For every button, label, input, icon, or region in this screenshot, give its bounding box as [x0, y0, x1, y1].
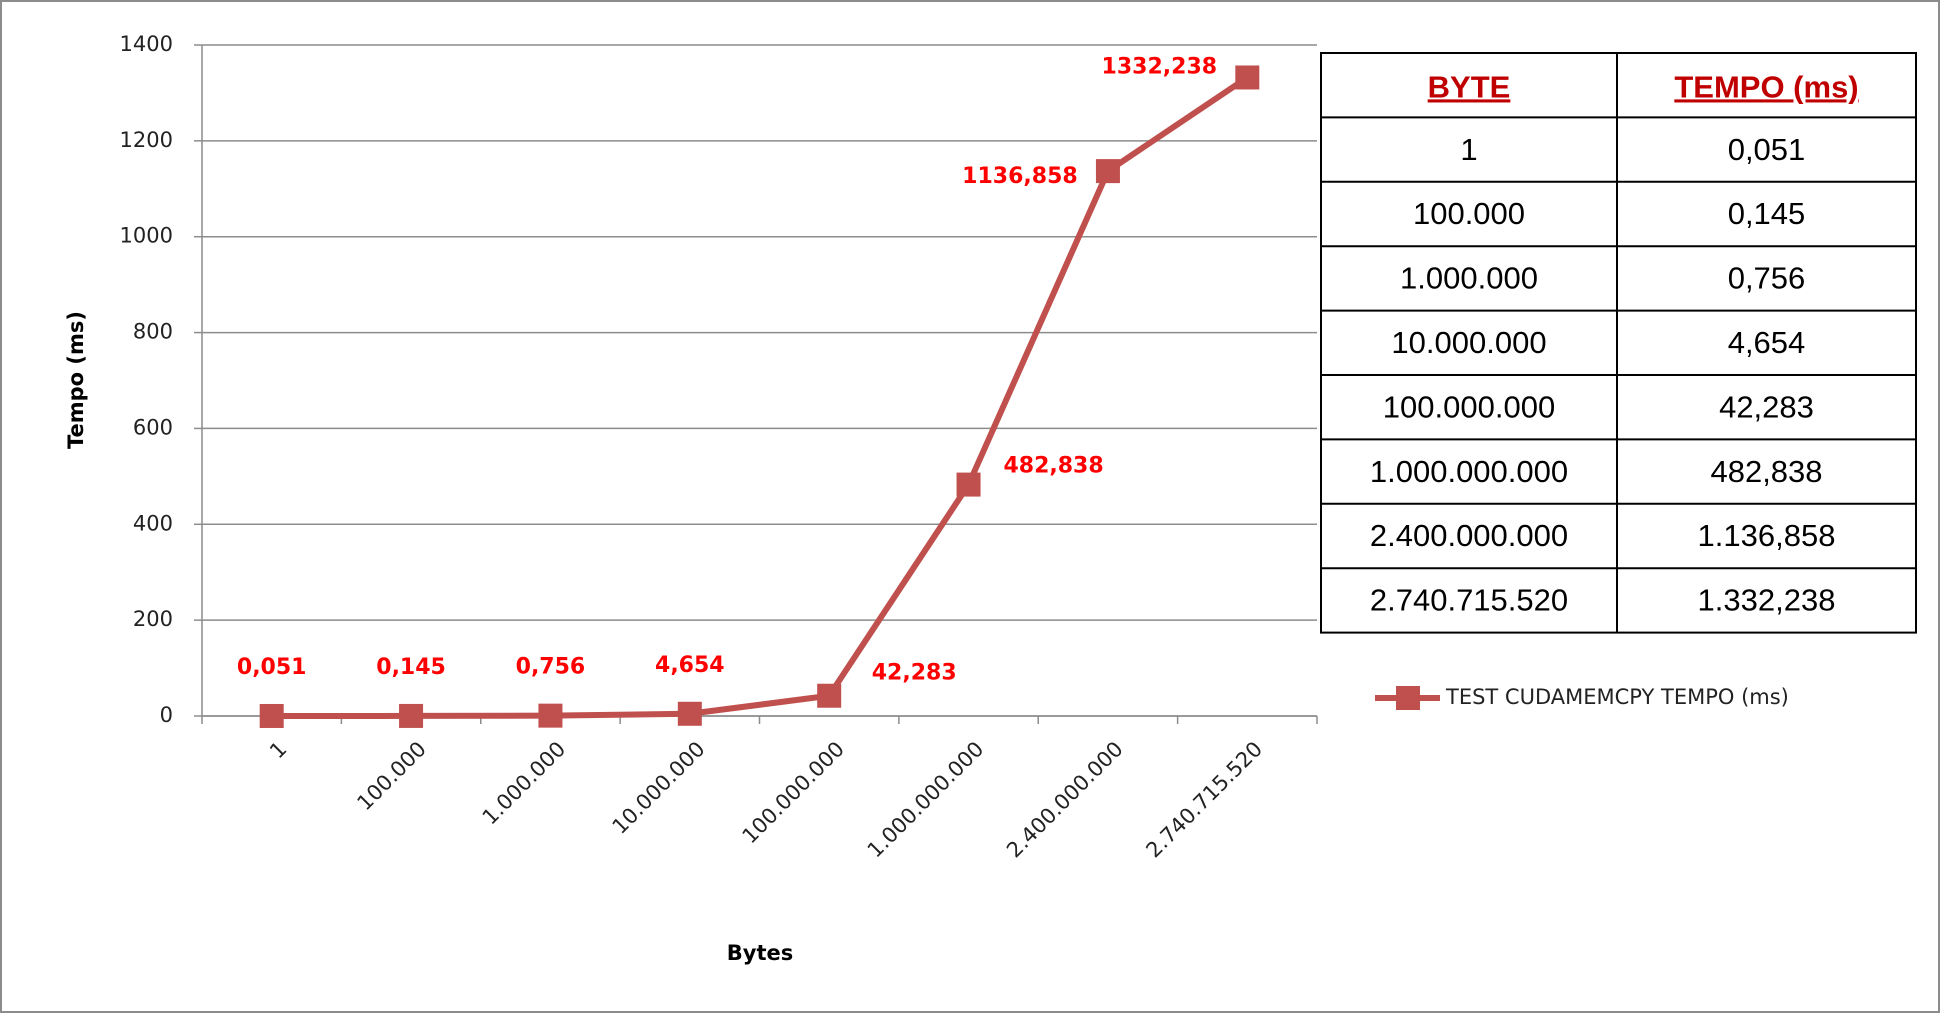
table-cell: 2.740.715.520: [1370, 583, 1568, 618]
table-header: BYTE: [1428, 69, 1511, 104]
data-label: 42,283: [872, 661, 957, 686]
table-cell: 0,051: [1728, 132, 1806, 167]
data-label: 4,654: [655, 653, 725, 678]
table-cell: 100.000: [1413, 196, 1525, 231]
x-axis-title: Bytes: [727, 941, 793, 965]
table-cell: 0,145: [1728, 196, 1806, 231]
y-tick-label: 400: [133, 511, 173, 535]
marker: [677, 701, 702, 726]
table-cell: 0,756: [1728, 261, 1806, 296]
data-label: 1136,858: [962, 164, 1078, 189]
table-cell: 4,654: [1728, 325, 1806, 360]
legend-marker: [1396, 686, 1420, 710]
marker: [399, 703, 424, 728]
y-tick-label: 200: [133, 607, 173, 631]
table-cell: 482,838: [1710, 454, 1822, 489]
table-bg: [1320, 52, 1917, 634]
marker: [1235, 65, 1260, 90]
data-label: 1332,238: [1102, 54, 1218, 79]
y-tick-label: 1000: [120, 224, 173, 248]
table-cell: 100.000.000: [1383, 389, 1555, 424]
y-tick-label: 600: [133, 415, 173, 439]
data-label: 482,838: [1003, 454, 1103, 479]
table-cell: 2.400.000.000: [1370, 518, 1568, 553]
table-cell: 1.136,858: [1698, 518, 1836, 553]
table-cell: 1.000.000.000: [1370, 454, 1568, 489]
marker: [259, 703, 284, 728]
table-cell: 42,283: [1719, 389, 1814, 424]
line: [271, 74, 1249, 719]
y-tick-label: 0: [160, 703, 173, 727]
marker: [956, 472, 981, 497]
table-cell: 1.332,238: [1698, 583, 1836, 618]
y-tick-label: 1200: [120, 128, 173, 152]
legend-label: TEST CUDAMEMCPY TEMPO (ms): [1445, 685, 1789, 709]
marker: [538, 703, 563, 728]
y-axis-title: Tempo (ms): [64, 311, 88, 449]
marker: [817, 683, 842, 708]
data-label: 0,051: [237, 655, 307, 680]
table-cell: 1.000.000: [1400, 261, 1538, 296]
data-label: 0,756: [516, 655, 586, 680]
marker: [1095, 159, 1120, 184]
data-label: 0,145: [376, 655, 446, 680]
table-cell: 10.000.000: [1391, 325, 1546, 360]
table-cell: 1: [1460, 132, 1477, 167]
table-header: TEMPO (ms): [1674, 69, 1858, 104]
y-tick-label: 1400: [120, 32, 173, 56]
y-tick-label: 800: [133, 320, 173, 344]
